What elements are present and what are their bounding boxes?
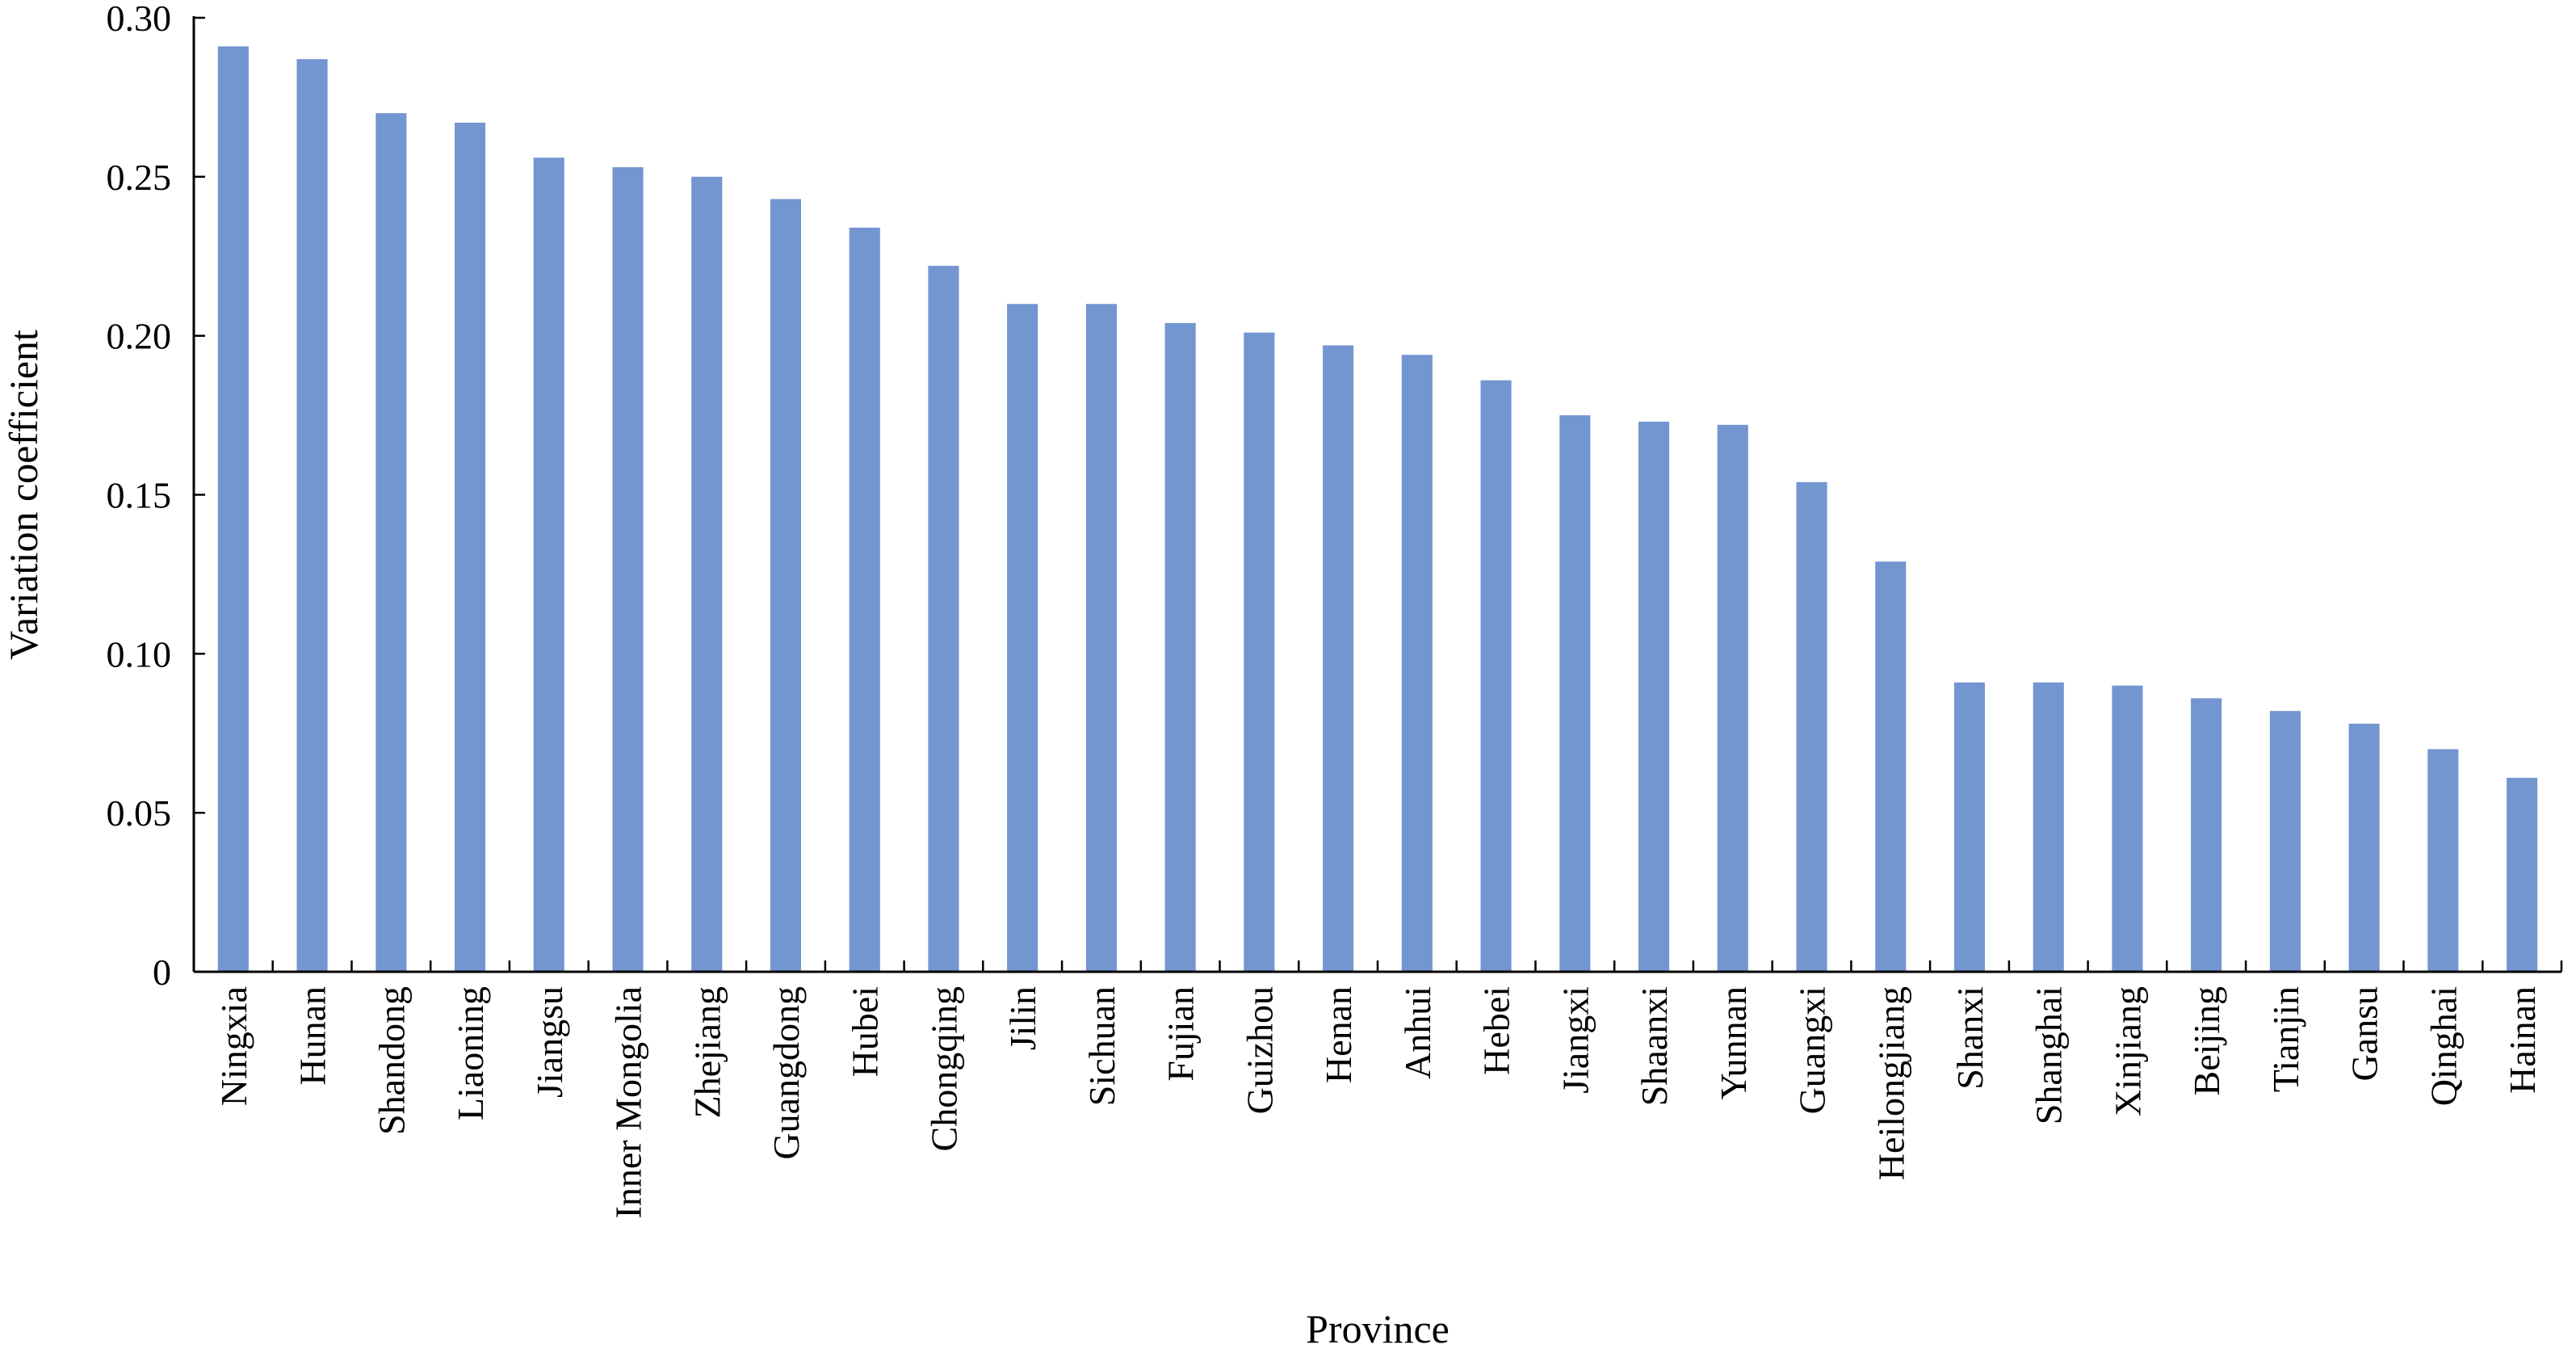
x-axis-title: Province	[1306, 1306, 1450, 1349]
bar-xinjiang	[2112, 685, 2143, 972]
x-category-labels: Ningxia Hunan Shandong Liaoning Jiangsu Inner…	[213, 986, 2543, 1218]
x-category-label: Hebei	[1476, 986, 1517, 1075]
y-tick-label: 0.10	[107, 633, 172, 674]
x-category-label: Gansu	[2344, 986, 2385, 1082]
bar-ningxia	[217, 46, 249, 972]
bar-shanxi	[1953, 682, 1985, 972]
x-category-label: Shaanxi	[1634, 986, 1675, 1106]
x-category-label: Heilongjiang	[1870, 986, 1911, 1180]
bar-hunan	[296, 59, 328, 973]
x-category-label: Inner Mongolia	[608, 986, 649, 1218]
x-category-label: Hainan	[2502, 986, 2543, 1094]
x-category-label: Qinghai	[2423, 986, 2464, 1106]
x-category-label: Ningxia	[213, 986, 254, 1106]
bar-inner-mongolia	[612, 167, 644, 972]
y-tick-label: 0	[153, 952, 171, 993]
x-category-label: Fujian	[1160, 986, 1202, 1082]
bar-hainan	[2507, 777, 2538, 972]
bar-chongqing	[928, 266, 959, 973]
bar-sichuan	[1085, 304, 1117, 972]
y-tick-label: 0.20	[107, 316, 172, 357]
bars	[217, 46, 2538, 973]
x-category-label: Liaoning	[450, 986, 491, 1120]
bar-zhejiang	[691, 176, 723, 973]
y-tick-label: 0.05	[107, 792, 172, 834]
x-category-label: Hubei	[845, 986, 886, 1077]
bar-shandong	[375, 113, 407, 973]
x-category-label: Guangxi	[1792, 986, 1833, 1114]
x-category-label: Yunnan	[1713, 986, 1754, 1100]
bar-heilongjiang	[1875, 561, 1907, 972]
bar-guangxi	[1796, 481, 1827, 972]
bar-tianjin	[2269, 711, 2301, 972]
x-category-label: Tianjin	[2265, 986, 2306, 1092]
bar-qinghai	[2427, 749, 2459, 972]
bar-fujian	[1164, 322, 1196, 972]
y-tick-label: 0.25	[107, 157, 172, 198]
x-category-label: Hunan	[292, 986, 334, 1086]
bar-shanghai	[2033, 682, 2064, 972]
y-ticks: 0 0.05 0.10 0.15 0.20 0.25 0.30	[107, 0, 205, 993]
x-category-label: Chongqing	[924, 986, 965, 1151]
x-category-label: Shanxi	[1949, 986, 1991, 1090]
x-category-label: Shandong	[371, 986, 412, 1135]
bar-jilin	[1007, 304, 1038, 972]
x-category-label: Anhui	[1397, 986, 1438, 1079]
bar-hubei	[849, 227, 880, 972]
x-category-label: Beijing	[2186, 986, 2227, 1095]
bar-guangdong	[770, 199, 801, 972]
bar-liaoning	[455, 122, 486, 972]
x-category-label: Guangdong	[766, 986, 807, 1160]
bar-gansu	[2348, 723, 2380, 972]
y-axis-title: Variation coefficient	[1, 330, 46, 660]
bar-beijing	[2191, 698, 2222, 972]
y-tick-label: 0.30	[107, 0, 172, 39]
x-category-label: Guizhou	[1239, 986, 1280, 1114]
x-category-label: Zhejiang	[686, 986, 728, 1119]
bar-jiangsu	[533, 158, 564, 972]
x-category-label: Jilin	[1002, 986, 1043, 1050]
bar-yunnan	[1717, 424, 1748, 972]
bar-hebei	[1480, 380, 1512, 972]
x-category-label: Jiangxi	[1554, 986, 1596, 1094]
x-category-label: Sichuan	[1081, 986, 1122, 1106]
x-category-label: Xinjiang	[2108, 986, 2149, 1116]
bar-henan	[1323, 345, 1354, 972]
bar-jiangxi	[1559, 415, 1591, 972]
bar-guizhou	[1244, 332, 1275, 972]
x-category-label: Jiangsu	[529, 986, 570, 1098]
y-tick-label: 0.15	[107, 475, 172, 516]
bar-anhui	[1401, 355, 1433, 972]
x-category-label: Henan	[1318, 986, 1359, 1083]
x-category-label: Shanghai	[2028, 986, 2070, 1124]
bar-shaanxi	[1638, 422, 1670, 972]
